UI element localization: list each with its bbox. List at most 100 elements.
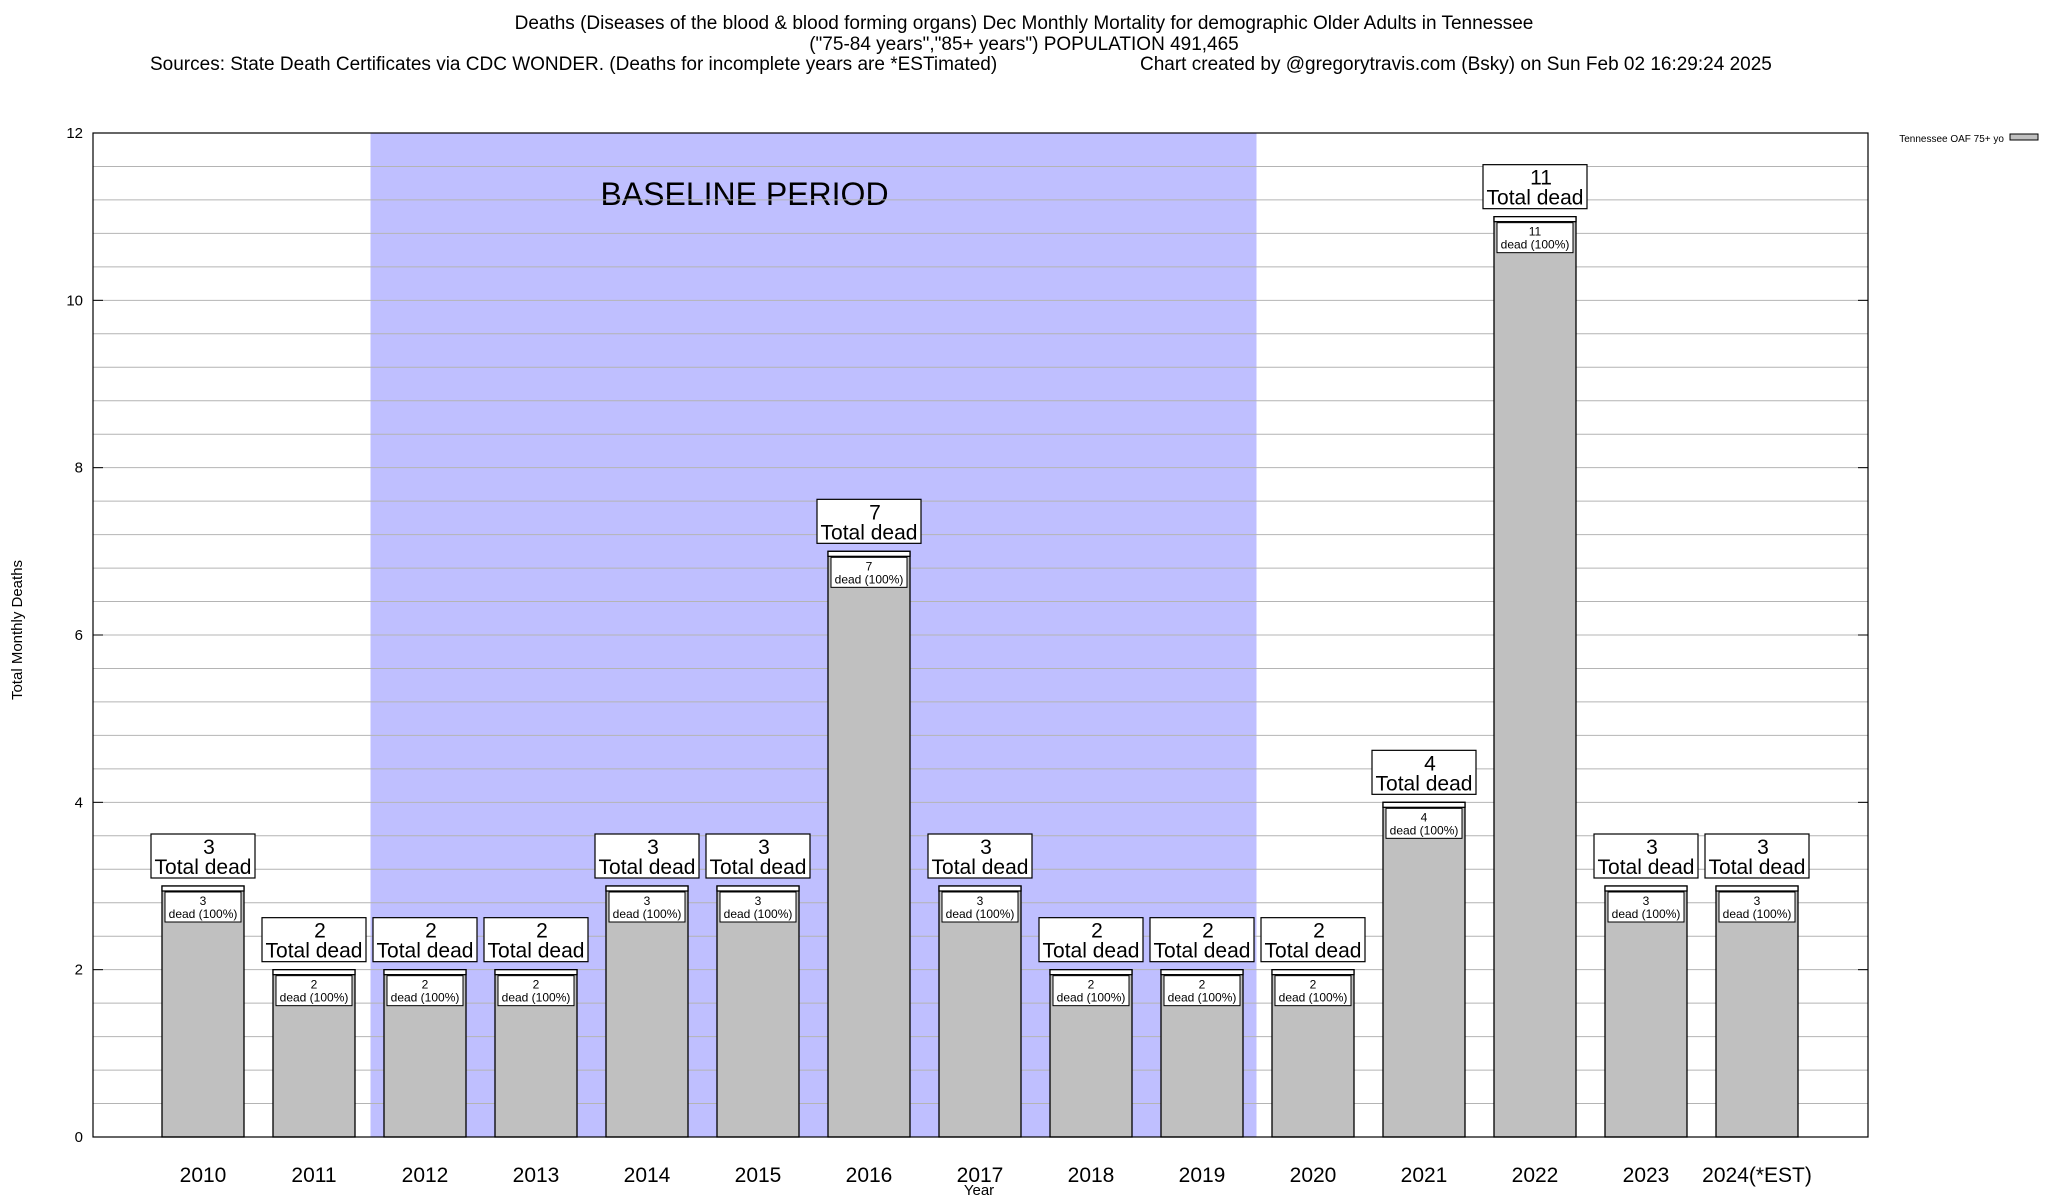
total-label: Total dead [710,856,807,879]
total-value: 3 [758,836,770,859]
y-tick-label: 8 [75,460,83,477]
bar-inner-value: 7 [866,559,873,573]
total-label: Total dead [1265,940,1362,963]
total-label: Total dead [821,521,918,544]
x-tick-label: 2013 [513,1164,560,1187]
legend-label: Tennessee OAF 75+ yo [1899,134,2004,145]
bar-cap-2018 [1049,969,1133,976]
bar-inner-value: 2 [1199,978,1206,992]
x-tick-label: 2015 [735,1164,782,1187]
bar-cap-2021 [1382,801,1466,808]
bar-inner-label: dead (100%) [169,907,238,921]
bar-2023 [1604,885,1688,1138]
x-tick-label: 2016 [846,1164,893,1187]
legend-swatch [2009,133,2039,141]
bar-inner-label-box [497,975,575,1007]
bar-cap-2017 [938,885,1022,892]
bar-cap-2013 [494,969,578,976]
total-label: Total dead [599,856,696,879]
chart-credit: Chart created by @gregorytravis.com (Bsk… [1140,54,1772,75]
bar-inner-label-box [719,891,797,923]
bar-inner-label: dead (100%) [280,991,349,1005]
axis-layer: Total Monthly Deaths Year 0 2 4 6 8 10 12 2010 2… [9,125,1869,1199]
total-label: Total dead [1376,772,1473,795]
x-tick-label: 2022 [1512,1164,1559,1187]
total-value: 3 [1646,836,1658,859]
bar-inner-label: dead (100%) [946,907,1015,921]
x-tick-label: 2019 [1179,1164,1226,1187]
total-label-box [1371,749,1477,795]
y-tick-label: 6 [75,627,83,644]
bar-inner-value: 3 [1643,894,1650,908]
bar-inner-value: 11 [1529,225,1542,239]
total-value: 2 [425,920,437,943]
total-label-box [1593,833,1699,879]
bar-inner-value: 3 [200,894,207,908]
bar-cap-2015 [716,885,800,892]
x-tick-label: 2023 [1623,1164,1670,1187]
bar-cap-2016 [827,550,911,557]
total-label-box [816,498,922,544]
total-label: Total dead [932,856,1029,879]
total-label: Total dead [1154,940,1251,963]
bar-inner-label-box [1385,807,1463,839]
total-label-box [1260,917,1366,963]
bar-cap-2012 [383,969,467,976]
bar-inner-label-box [830,556,908,588]
bar-cap-2014 [605,885,689,892]
chart-header: Deaths (Diseases of the blood & blood fo… [0,0,2048,80]
total-label-box [483,917,589,963]
total-label: Total dead [155,856,252,879]
bar-inner-label: dead (100%) [391,991,460,1005]
total-label-box [261,917,367,963]
bar-inner-value: 3 [1754,894,1761,908]
bar-inner-label-box [1607,891,1685,923]
y-tick-label: 4 [75,794,83,811]
y-tick-label: 12 [66,125,83,142]
x-tick-label: 2021 [1401,1164,1448,1187]
total-label-box [705,833,811,879]
bar-inner-label: dead (100%) [1723,907,1792,921]
bar-2017 [938,885,1022,1138]
bar-2014 [605,885,689,1138]
y-tick-label: 0 [75,1129,83,1146]
total-label: Total dead [1598,856,1695,879]
total-label: Total dead [1487,187,1584,210]
total-value: 2 [1202,920,1214,943]
baseline-label: BASELINE PERIOD [600,176,888,212]
y-tick-label: 10 [66,292,83,309]
bar-cap-2024(*EST) [1715,885,1799,892]
bar-inner-label: dead (100%) [724,907,793,921]
bar-inner-label: dead (100%) [502,991,571,1005]
chart-subtitle: ("75-84 years","85+ years") POPULATION 4… [809,34,1239,55]
bar-inner-label-box [1496,222,1574,254]
bar-inner-label-box [164,891,242,923]
bar-inner-label: dead (100%) [1057,991,1126,1005]
x-tick-label: 2014 [624,1164,671,1187]
total-value: 3 [1757,836,1769,859]
total-value: 2 [1091,920,1103,943]
bar-inner-label-box [1052,975,1130,1007]
bars-layer [161,216,1799,1138]
total-label-box [1482,164,1588,210]
bar-cap-2023 [1604,885,1688,892]
total-value: 4 [1424,752,1436,775]
bar-inner-label: dead (100%) [1168,991,1237,1005]
bar-cap-2010 [161,885,245,892]
bar-inner-label-box [608,891,686,923]
x-tick-label: 2011 [291,1164,336,1187]
x-tick-label: 2010 [180,1164,227,1187]
bar-inner-value: 3 [755,894,762,908]
total-label-box [1149,917,1255,963]
bar-cap-2022 [1493,216,1577,223]
bar-inner-label-box [1718,891,1796,923]
total-label-box [150,833,256,879]
x-tick-label: 2017 [957,1164,1004,1187]
bar-inner-label: dead (100%) [1501,238,1570,252]
legend: Tennessee OAF 75+ yo [1899,133,2039,145]
bar-inner-value: 2 [311,978,318,992]
chart-title: Deaths (Diseases of the blood & blood fo… [514,13,1534,34]
bar-inner-value: 2 [1310,978,1317,992]
total-label: Total dead [1043,940,1140,963]
